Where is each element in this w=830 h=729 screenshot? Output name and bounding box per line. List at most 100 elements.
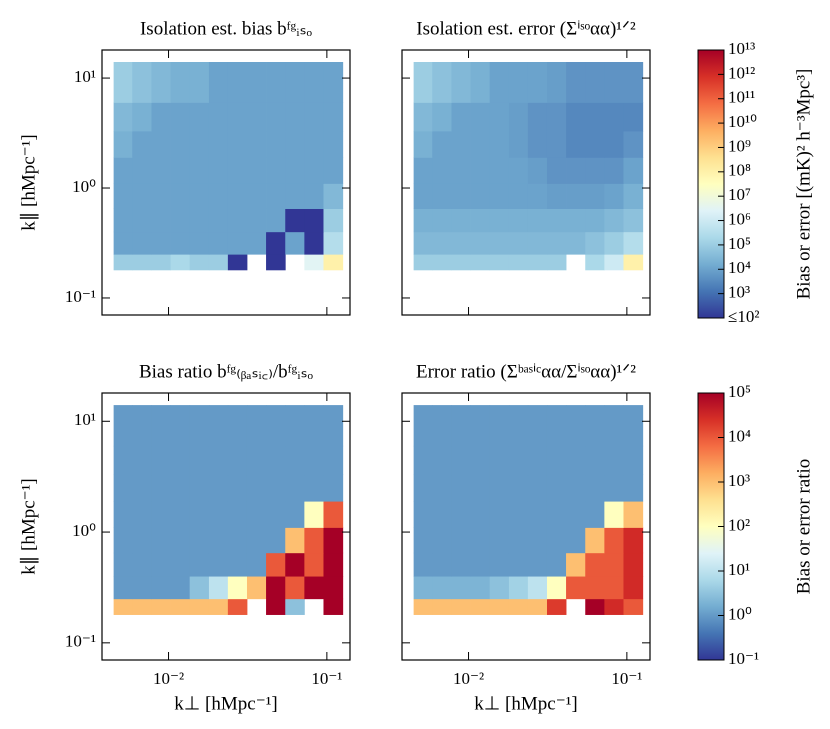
heatmap-cell <box>208 62 229 103</box>
heatmap-cell <box>566 552 586 577</box>
heatmap-cell <box>413 527 433 554</box>
heatmap-cell <box>132 231 152 255</box>
heatmap-cell <box>451 501 471 528</box>
y-tick-label: 10⁰ <box>72 177 96 196</box>
heatmap-cell <box>546 102 567 132</box>
heatmap-cell <box>246 102 267 132</box>
heatmap-cell <box>132 576 152 600</box>
heatmap-cell <box>604 208 624 233</box>
heatmap-cell <box>489 231 510 255</box>
colorbar-tick-label: 10⁴ <box>728 258 751 277</box>
colorbar-tick-label: 10⁵ <box>728 234 751 253</box>
heatmap-cell <box>566 157 586 184</box>
heatmap-cell <box>604 254 624 271</box>
heatmap-cell <box>527 254 548 271</box>
heatmap-cell <box>546 231 567 255</box>
heatmap-cell <box>285 62 305 103</box>
heatmap-cell <box>208 576 229 600</box>
heatmap-cell <box>266 183 286 209</box>
heatmap-cell <box>285 445 305 476</box>
heatmap-cell <box>151 474 171 502</box>
heatmap-cell <box>604 405 624 447</box>
heatmap-cell <box>304 62 324 103</box>
heatmap-cell <box>451 183 471 209</box>
heatmap-cell <box>546 208 567 233</box>
heatmap-cell <box>489 131 510 158</box>
heatmap-cell <box>585 501 605 528</box>
heatmap-cell <box>113 157 133 184</box>
heatmap-cell <box>323 131 344 158</box>
heatmap-cell <box>604 157 624 184</box>
heatmap-cell <box>604 62 624 103</box>
heatmap-cell <box>451 598 471 615</box>
heatmap-cell <box>508 576 529 600</box>
heatmap-cell <box>566 405 586 447</box>
heatmap-cell <box>208 598 229 615</box>
heatmap-cell <box>113 501 133 528</box>
heatmap-cell <box>413 157 433 184</box>
heatmap-cell <box>246 527 267 554</box>
heatmap-cell <box>266 501 286 528</box>
heatmap-cell <box>470 527 491 554</box>
heatmap-cell <box>432 527 452 554</box>
heatmap-cell <box>304 445 324 476</box>
heatmap-cell <box>170 405 191 447</box>
heatmap-cell <box>546 474 567 502</box>
heatmap-cell <box>246 231 267 255</box>
heatmap-cell <box>285 527 305 554</box>
heatmap-cell <box>489 474 510 502</box>
heatmap-cell <box>208 474 229 502</box>
heatmap-cell <box>208 102 229 132</box>
heatmap-cell <box>266 157 286 184</box>
heatmap-cell <box>432 445 452 476</box>
colorbar-tick-label: 10³ <box>728 283 750 302</box>
heatmap-cell <box>432 131 452 158</box>
heatmap-cell <box>489 445 510 476</box>
heatmap-cell <box>585 598 605 615</box>
heatmap-cell <box>508 102 529 132</box>
y-tick-label: 10¹ <box>74 67 96 86</box>
heatmap-cell <box>132 474 152 502</box>
heatmap-cell <box>585 576 605 600</box>
y-axis-label: k∥ [hMpc⁻¹] <box>18 134 39 230</box>
heatmap-cell <box>546 131 567 158</box>
heatmap-cell <box>246 474 267 502</box>
heatmap-cell <box>585 62 605 103</box>
heatmap-cell <box>623 208 644 233</box>
heatmap-cell <box>527 445 548 476</box>
heatmap-cell <box>432 501 452 528</box>
heatmap-cell <box>470 552 491 577</box>
heatmap-cell <box>266 552 286 577</box>
heatmap-cell <box>585 527 605 554</box>
heatmap-cell <box>585 157 605 184</box>
heatmap-cell <box>266 231 286 255</box>
heatmap-cell <box>413 552 433 577</box>
heatmap-cell <box>585 445 605 476</box>
heatmap-cell <box>151 62 171 103</box>
heatmap-cell <box>451 576 471 600</box>
heatmap-cell <box>527 501 548 528</box>
heatmap-cell <box>227 62 248 103</box>
colorbar-tick-label: 10¹ <box>728 560 750 579</box>
heatmap-cell <box>266 62 286 103</box>
heatmap-cell <box>323 552 344 577</box>
heatmap-cell <box>432 157 452 184</box>
heatmap-cell <box>527 208 548 233</box>
heatmap-cell <box>623 157 644 184</box>
heatmap-cell <box>323 183 344 209</box>
heatmap-cell <box>470 102 491 132</box>
heatmap-cell <box>546 445 567 476</box>
heatmap-cell <box>285 598 305 615</box>
heatmap-cell <box>489 405 510 447</box>
colorbar-tick-label: 10⁹ <box>728 136 751 155</box>
heatmap-cell <box>413 208 433 233</box>
heatmap-cell <box>489 102 510 132</box>
colorbar-tick-label: 10⁵ <box>728 382 751 401</box>
heatmap-cell <box>585 254 605 271</box>
heatmap-cell <box>566 231 586 255</box>
heatmap-cell <box>246 157 267 184</box>
heatmap-cell <box>323 405 344 447</box>
colorbar-tick-label: 10¹¹ <box>728 88 755 107</box>
heatmap-cell <box>285 231 305 255</box>
colorbar-tick-label: 10¹² <box>728 63 755 82</box>
